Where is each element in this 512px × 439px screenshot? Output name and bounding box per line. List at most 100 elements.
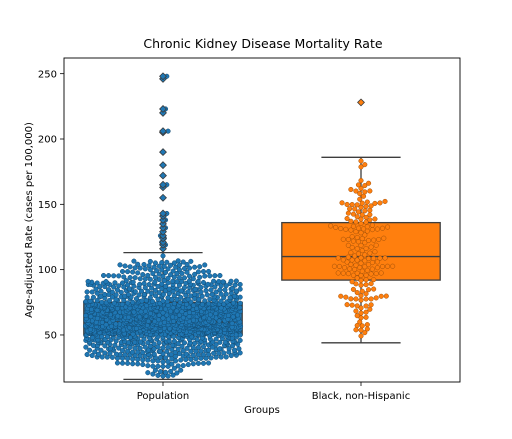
swarm-point — [162, 306, 169, 312]
swarm-point — [155, 363, 161, 369]
swarm-point — [175, 346, 181, 352]
swarm-point — [179, 270, 185, 276]
swarm-point — [140, 272, 146, 278]
swarm-point — [125, 291, 132, 298]
swarm-point — [102, 350, 108, 356]
swarm-point — [176, 282, 182, 288]
swarm-point — [364, 267, 370, 273]
swarm-point — [132, 345, 138, 351]
swarm-point — [179, 343, 185, 349]
swarm-point — [160, 310, 166, 316]
swarm-point — [147, 258, 153, 265]
swarm-point — [147, 276, 153, 282]
swarm-point — [145, 272, 151, 278]
swarm-point — [170, 372, 176, 378]
swarm-point — [114, 287, 121, 293]
swarm-point — [162, 355, 169, 361]
swarm-point — [164, 259, 170, 265]
swarm-point — [340, 270, 346, 276]
swarm-point — [130, 361, 136, 367]
swarm-point — [141, 261, 147, 268]
swarm-point — [362, 330, 368, 336]
swarm-point — [152, 260, 158, 266]
swarm-point — [374, 259, 380, 265]
swarm-point — [184, 269, 190, 275]
swarm-point — [178, 294, 184, 300]
swarm-point — [92, 349, 98, 355]
swarm-point — [358, 255, 364, 261]
swarm-point — [156, 276, 162, 283]
swarm-point — [228, 353, 234, 359]
swarm-point — [366, 180, 372, 186]
swarm-point — [358, 333, 364, 339]
swarm-point — [353, 219, 359, 225]
swarm-point — [176, 312, 182, 318]
swarm-point — [151, 264, 157, 270]
swarm-point — [174, 297, 180, 303]
swarm-point — [84, 289, 90, 295]
swarm-point — [355, 251, 362, 257]
swarm-point — [102, 291, 108, 298]
swarm-point — [205, 281, 211, 287]
swarm-point — [178, 357, 184, 363]
swarm-point — [348, 296, 354, 302]
swarm-point — [212, 273, 218, 279]
swarm-point — [142, 266, 148, 272]
swarm-point — [161, 263, 167, 269]
swarm-point — [378, 270, 384, 276]
swarm-point — [135, 270, 141, 276]
y-tick-label-50: 50 — [44, 331, 57, 342]
swarm-point — [349, 244, 355, 251]
swarm-point — [352, 253, 358, 259]
swarm-point — [187, 265, 193, 271]
swarm-point — [222, 287, 228, 293]
swarm-point — [385, 263, 391, 269]
swarm-point — [135, 261, 141, 267]
swarm-point — [363, 303, 369, 309]
swarm-point — [174, 370, 180, 376]
swarm-point — [157, 369, 164, 375]
swarm-point — [199, 293, 205, 299]
swarm-point — [116, 283, 122, 289]
outlier-marker — [159, 127, 167, 136]
swarm-point — [367, 207, 373, 213]
swarm-point — [116, 345, 122, 351]
swarm-point — [358, 282, 364, 288]
swarm-point — [221, 350, 227, 356]
swarm-point — [358, 178, 364, 184]
swarm-point — [200, 279, 207, 286]
swarm-point — [181, 265, 188, 272]
swarm-point — [142, 308, 149, 314]
swarm-point — [232, 282, 238, 288]
swarm-point — [368, 281, 374, 287]
swarm-point — [181, 275, 188, 281]
swarm-point — [174, 286, 180, 292]
swarm-point — [372, 249, 378, 255]
swarm-point — [217, 339, 223, 345]
swarm-point — [198, 348, 204, 354]
swarm-point — [345, 236, 351, 243]
swarm-point — [212, 284, 218, 290]
swarm-point — [193, 348, 199, 354]
swarm-point — [155, 358, 161, 364]
swarm-point — [99, 299, 105, 305]
swarm-point — [145, 363, 151, 369]
swarm-point — [118, 289, 124, 295]
swarm-point — [353, 308, 359, 314]
swarm-point — [195, 360, 201, 366]
swarm-point — [127, 264, 133, 270]
swarm-point — [358, 242, 364, 248]
plot-area — [83, 72, 441, 381]
swarm-point — [113, 292, 119, 298]
swarm-point — [343, 226, 349, 232]
swarm-point — [213, 336, 219, 342]
swarm-point — [202, 273, 208, 279]
swarm-point — [363, 314, 369, 320]
swarm-point — [363, 272, 369, 278]
swarm-point — [125, 300, 131, 306]
swarm-point — [130, 356, 136, 362]
swarm-point — [152, 367, 158, 373]
swarm-point — [354, 214, 360, 220]
swarm-point — [350, 272, 356, 278]
swarm-point — [358, 278, 364, 284]
